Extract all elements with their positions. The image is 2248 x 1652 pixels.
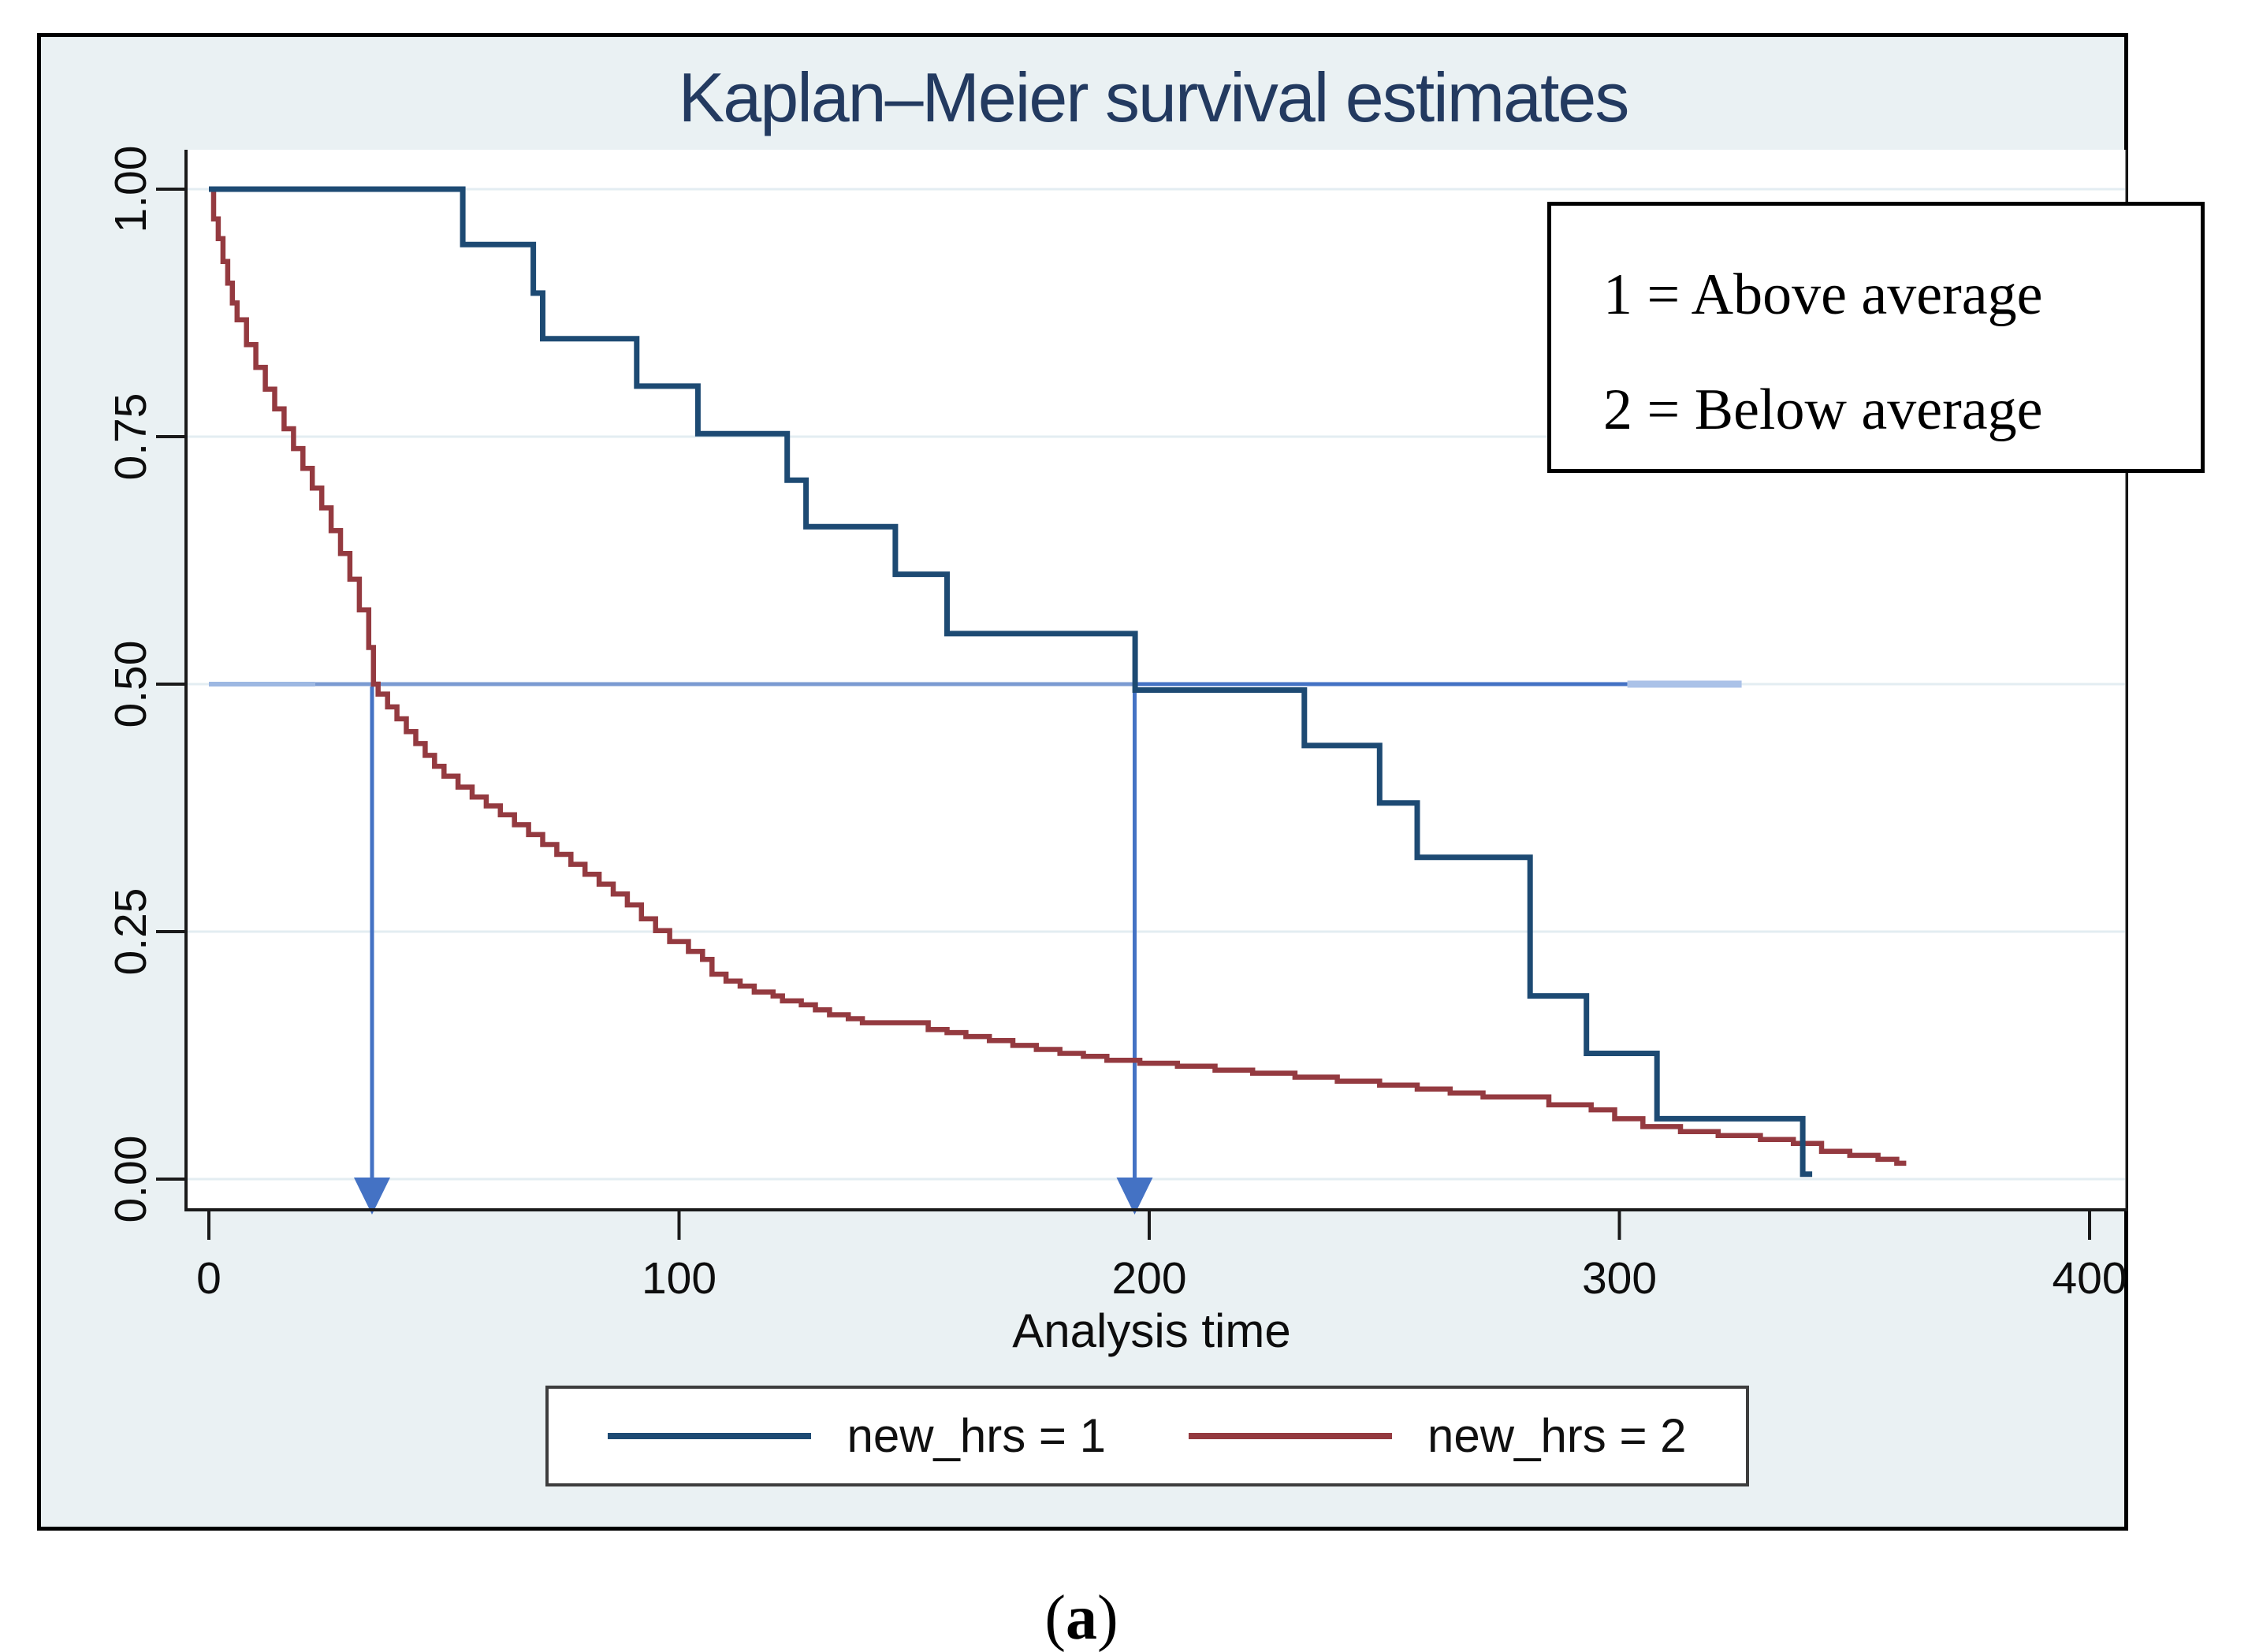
y-tick-label-0.25: 0.25 [106, 887, 156, 976]
legend-line-swatch-group1 [608, 1433, 812, 1439]
x-tick-label-100: 100 [641, 1253, 717, 1304]
x-tick-label-300: 300 [1581, 1253, 1658, 1304]
annotation-line-1: 1 = Above average [1603, 262, 2043, 327]
legend-label-group2: new_hrs = 2 [1427, 1409, 1687, 1462]
legend-entry-group1: new_hrs = 1 [608, 1408, 1106, 1464]
x-axis-title: Analysis time [1012, 1304, 1291, 1357]
y-tick-label-0.00: 0.00 [106, 1135, 156, 1223]
legend-entry-group2: new_hrs = 2 [1189, 1408, 1687, 1464]
x-tick-label-200: 200 [1111, 1253, 1187, 1304]
x-tick-label-400: 400 [2052, 1253, 2127, 1304]
chart-title: Kaplan–Meier survival estimates [678, 58, 1630, 136]
series-legend: new_hrs = 1 new_hrs = 2 [545, 1386, 1749, 1486]
legend-label-group1: new_hrs = 1 [847, 1409, 1106, 1462]
caption-close-paren: ) [1097, 1583, 1118, 1652]
group-key-annotation-box: 1 = Above average 2 = Below average [1547, 202, 2205, 473]
y-tick-label-0.75: 0.75 [106, 393, 156, 481]
caption-letter: a [1066, 1583, 1097, 1652]
km-curve-series-1 [209, 186, 1813, 1178]
km-curve-series-2 [209, 186, 1907, 1166]
caption-open-paren: ( [1044, 1583, 1066, 1652]
y-tick-label-1.00: 1.00 [106, 145, 156, 233]
annotation-line-2: 2 = Below average [1603, 378, 2043, 442]
median-arrow-head-icon-1 [353, 1178, 390, 1215]
median-arrow-head-icon-2 [1116, 1178, 1153, 1215]
x-tick-label-0: 0 [196, 1253, 221, 1304]
y-tick-label-0.50: 0.50 [106, 640, 156, 728]
legend-line-swatch-group2 [1189, 1433, 1392, 1439]
subfigure-caption: (a) [924, 1583, 1239, 1652]
